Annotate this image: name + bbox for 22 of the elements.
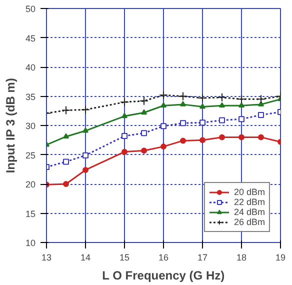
y-tick-label: 45 [25, 33, 36, 44]
legend-label: 24 dBm [234, 207, 265, 217]
x-tick-label: 13 [41, 252, 52, 262]
legend-label: 20 dBm [234, 187, 265, 197]
y-tick-label: 20 [25, 180, 36, 190]
y-tick-label: 25 [25, 150, 36, 160]
x-axis-title: L O Frequency (G Hz) [102, 268, 225, 282]
x-tick-label: 19 [275, 252, 286, 262]
y-tick-label: 50 [25, 4, 36, 14]
x-tick-label: 18 [236, 252, 247, 262]
y-tick-label: 40 [25, 62, 36, 72]
x-tick-label: 14 [80, 252, 91, 262]
x-tick-label: 17 [197, 252, 208, 262]
x-tick-label: 16 [158, 252, 169, 262]
x-tick-label: 15 [119, 252, 130, 262]
legend-label: 26 dBm [234, 217, 265, 227]
y-tick-label: 30 [25, 121, 36, 131]
y-axis-title: Input IP 3 (dB m) [3, 78, 18, 174]
y-tick-label: 15 [25, 208, 36, 219]
y-tick-label: 35 [25, 92, 36, 102]
y-tick-label: 10 [25, 238, 36, 248]
legend-label: 22 dBm [234, 197, 265, 207]
